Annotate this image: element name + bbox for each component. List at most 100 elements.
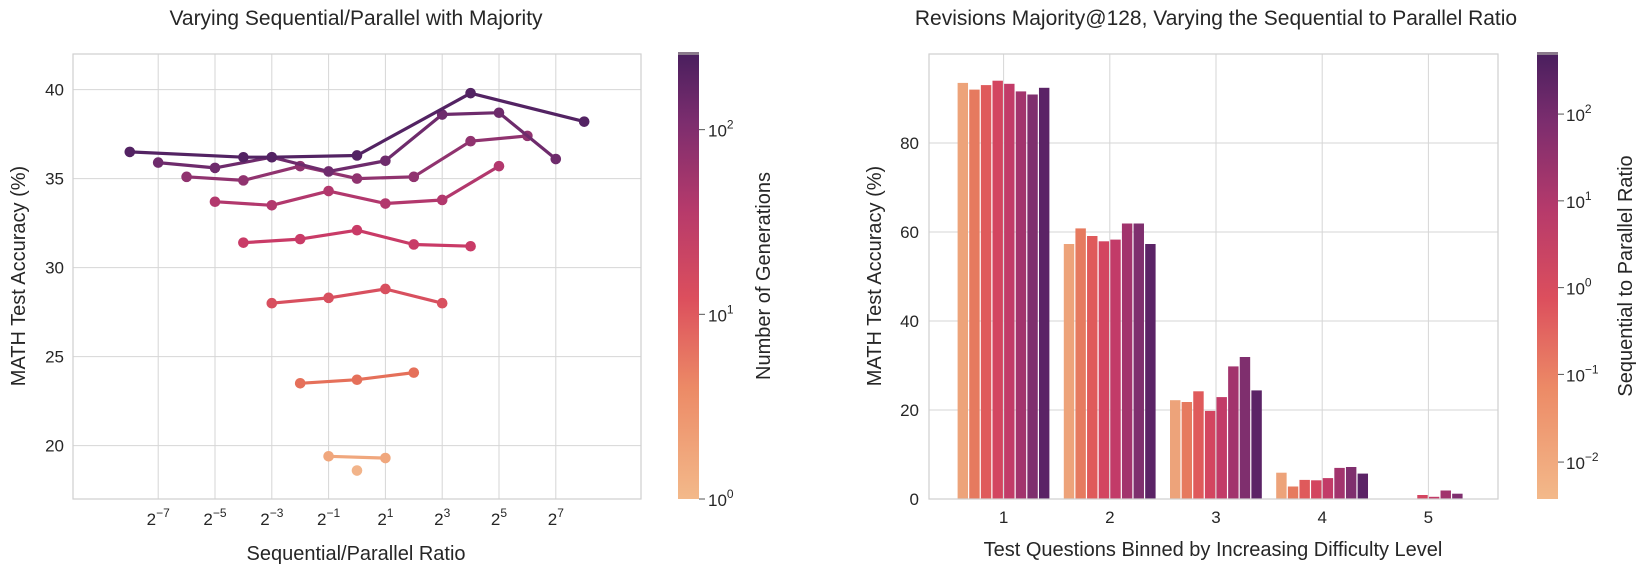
right-colorbar-tick-label-exp: −1 — [1585, 362, 1599, 376]
series-point-32-generations — [323, 185, 334, 197]
left-x-tick-label: 23 — [434, 506, 450, 529]
right-colorbar — [1537, 54, 1558, 499]
bar-level-2-ratio-1 — [1110, 239, 1121, 499]
left-x-tick-label: 2−3 — [260, 506, 283, 529]
right-colorbar-tick-label-base: 10 — [1566, 454, 1585, 473]
right-colorbar-tick-label-exp: 1 — [1585, 189, 1592, 203]
left-colorbar-tick-label-exp: 0 — [727, 487, 734, 501]
bar-level-5-ratio-16 — [1452, 493, 1463, 499]
left-colorbar-tick-label-base: 10 — [708, 306, 727, 325]
right-y-ticks: 0 20 40 60 80 — [900, 134, 919, 509]
right-y-tick-label: 80 — [900, 134, 919, 153]
series-point-64-generations — [408, 171, 420, 183]
left-x-tick-label: 2−1 — [317, 506, 340, 529]
bar-level-5-ratio-4 — [1440, 490, 1451, 499]
left-colorbar-tick-label: 102 — [708, 118, 734, 141]
series-point-256-generations — [351, 150, 363, 161]
right-colorbar-label: Sequential to Parallel Ratio — [1615, 155, 1637, 396]
bar-level-1-ratio-4 — [1015, 91, 1027, 500]
bar-level-2-ratio-16 — [1133, 223, 1144, 499]
series-point-1-generation — [351, 465, 363, 476]
right-y-tick-label: 20 — [900, 401, 919, 420]
right-colorbar-tick-label-base: 10 — [1566, 280, 1585, 299]
bar-level-4-ratio-16 — [1345, 467, 1357, 499]
bar-level-5-ratio-1-4 — [1417, 495, 1428, 499]
right-chart-title: Revisions Majority@128, Varying the Sequ… — [915, 7, 1517, 30]
bar-level-1-ratio-1-64 — [969, 89, 980, 499]
series-point-4-generations — [351, 374, 363, 386]
right-colorbar-tick-label: 102 — [1566, 102, 1592, 125]
left-x-tick-label-base: 2 — [434, 510, 443, 529]
right-colorbar-cap — [1537, 52, 1558, 55]
left-x-ticks: 2−7 2−5 2−3 2−1 21 23 25 27 — [147, 506, 565, 529]
series-line-128-generations — [158, 111, 557, 174]
series-point-256-generations — [266, 151, 278, 163]
right-colorbar-tick-label-exp: −2 — [1585, 450, 1599, 464]
series-point-16-generations — [408, 239, 420, 250]
left-x-tick-label-exp: −1 — [326, 506, 340, 520]
right-colorbar-tick-label-base: 10 — [1566, 106, 1585, 125]
series-point-128-generations — [323, 166, 334, 177]
right-colorbar-tick-label: 10−1 — [1566, 362, 1599, 385]
series-point-2-generations — [323, 450, 334, 462]
bar-level-4-ratio-128 — [1357, 473, 1369, 499]
left-y-tick-label: 40 — [45, 81, 64, 100]
bar-level-3-ratio-128 — [1251, 390, 1262, 499]
series-point-32-generations — [493, 160, 505, 172]
bar-level-4-ratio-1-16 — [1299, 479, 1310, 499]
left-x-tick-label-base: 2 — [377, 510, 386, 529]
right-colorbar-tick-label: 10−2 — [1566, 450, 1599, 473]
right-x-tick-label: 5 — [1424, 508, 1433, 527]
right-colorbar-tick-label-exp: 2 — [1585, 102, 1592, 116]
left-y-tick-label: 35 — [45, 170, 64, 189]
bar-level-1-ratio-16 — [1027, 94, 1038, 499]
left-chart-title: Varying Sequential/Parallel with Majorit… — [169, 7, 543, 30]
right-colorbar-tick-label: 101 — [1566, 189, 1592, 212]
bar-level-1-ratio-1-4 — [992, 80, 1003, 499]
series-point-4-generations — [294, 378, 306, 389]
left-x-tick-label-base: 2 — [548, 510, 557, 529]
series-point-16-generations — [294, 233, 306, 245]
left-x-tick-label: 2−5 — [203, 506, 226, 529]
bar-level-1-ratio-128 — [1038, 87, 1050, 500]
series-point-128-generations — [152, 157, 164, 168]
right-bars-layer — [957, 80, 1463, 500]
left-x-tick-label-exp: 7 — [557, 506, 564, 520]
bar-level-2-ratio-1-4 — [1098, 241, 1110, 500]
series-point-32-generations — [380, 198, 391, 209]
left-x-tick-label-base: 2 — [491, 510, 500, 529]
bar-level-2-ratio-4 — [1121, 223, 1133, 499]
series-line-2-generations — [328, 454, 386, 460]
series-point-8-generations — [323, 292, 334, 304]
right-colorbar-tick-label: 100 — [1566, 276, 1592, 299]
left-x-tick-label-base: 2 — [203, 510, 212, 529]
series-point-32-generations — [209, 196, 221, 208]
left-y-tick-label: 20 — [45, 437, 64, 456]
series-point-32-generations — [266, 200, 278, 211]
left-series-layer — [124, 87, 590, 476]
right-x-axis-label: Test Questions Binned by Increasing Diff… — [984, 539, 1443, 561]
left-colorbar-label: Number of Generations — [753, 172, 775, 380]
left-line-chart: Varying Sequential/Parallel with Majorit… — [8, 7, 775, 565]
left-x-tick-label: 27 — [548, 506, 564, 529]
left-x-tick-label-exp: 5 — [500, 506, 507, 520]
bar-level-4-ratio-1 — [1322, 478, 1334, 499]
left-x-tick-label: 2−7 — [147, 506, 170, 529]
right-colorbar-tick-label-exp: 0 — [1585, 276, 1592, 290]
series-point-128-generations — [209, 162, 221, 174]
bar-level-3-ratio-1-16 — [1193, 391, 1204, 499]
right-x-tick-label: 2 — [1105, 508, 1114, 527]
bar-level-3-ratio-16 — [1239, 357, 1251, 499]
series-line-8-generations — [271, 287, 443, 305]
right-y-tick-label: 60 — [900, 223, 919, 242]
series-point-64-generations — [181, 171, 192, 183]
bar-level-1-ratio-1 — [1004, 83, 1015, 500]
left-colorbar-tick-label-exp: 2 — [727, 118, 734, 132]
bar-level-2-ratio-1-128 — [1063, 244, 1075, 499]
bar-level-4-ratio-1-64 — [1287, 486, 1299, 499]
left-x-axis-label: Sequential/Parallel Ratio — [246, 543, 465, 565]
bar-level-4-ratio-1-4 — [1311, 480, 1322, 499]
left-y-tick-label: 30 — [45, 259, 64, 278]
right-colorbar-tick-label-base: 10 — [1566, 366, 1585, 385]
left-colorbar-tick-label-base: 10 — [708, 491, 727, 510]
